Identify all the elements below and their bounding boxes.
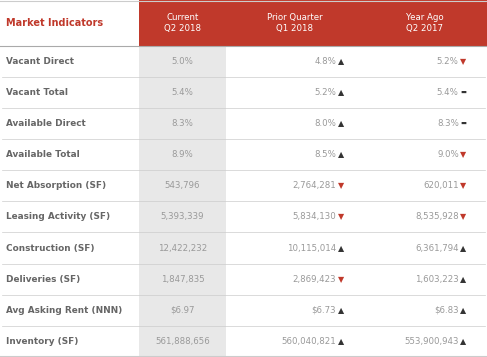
Text: 5.2%: 5.2% [437,57,459,66]
Text: ▼: ▼ [460,57,467,66]
Text: 2,764,281: 2,764,281 [292,181,336,190]
Bar [139,77,226,108]
Text: Deliveries (SF): Deliveries (SF) [6,275,80,284]
Text: 553,900,943: 553,900,943 [404,337,459,346]
Text: 5.4%: 5.4% [437,88,459,97]
Bar [139,170,226,201]
Text: ▼: ▼ [460,181,467,190]
Text: Market Indicators: Market Indicators [6,18,103,28]
Text: $6.83: $6.83 [434,306,459,315]
Bar [139,0,487,46]
Text: 5,834,130: 5,834,130 [292,212,336,221]
Text: ▬: ▬ [460,121,466,126]
Text: 1,847,835: 1,847,835 [161,275,205,284]
Bar [139,263,226,295]
Text: Current
Q2 2018: Current Q2 2018 [164,12,201,33]
Text: ▲: ▲ [337,337,344,346]
Text: ▲: ▲ [460,337,467,346]
Text: ▼: ▼ [460,212,467,221]
Text: $6.97: $6.97 [170,306,195,315]
Text: Avg Asking Rent (NNN): Avg Asking Rent (NNN) [6,306,122,315]
Text: 5.0%: 5.0% [172,57,193,66]
Bar [139,139,226,170]
Text: Available Direct: Available Direct [6,119,86,128]
Text: 5.2%: 5.2% [314,88,336,97]
Text: Construction (SF): Construction (SF) [6,243,94,252]
Text: Available Total: Available Total [6,150,79,159]
Text: 8.9%: 8.9% [172,150,193,159]
Text: Inventory (SF): Inventory (SF) [6,337,78,346]
Text: 12,422,232: 12,422,232 [158,243,207,252]
Text: 9.0%: 9.0% [437,150,459,159]
Text: ▲: ▲ [337,150,344,159]
Text: Leasing Activity (SF): Leasing Activity (SF) [6,212,110,221]
Bar [139,232,226,263]
Text: ▲: ▲ [460,306,467,315]
Text: Prior Quarter
Q1 2018: Prior Quarter Q1 2018 [267,12,322,33]
Text: 6,361,794: 6,361,794 [415,243,459,252]
Text: 543,796: 543,796 [165,181,200,190]
Text: ▲: ▲ [337,88,344,97]
Text: 561,888,656: 561,888,656 [155,337,210,346]
Text: ▬: ▬ [460,90,466,95]
Text: 8,535,928: 8,535,928 [415,212,459,221]
Text: $6.73: $6.73 [311,306,336,315]
Bar [139,46,226,77]
Text: 10,115,014: 10,115,014 [287,243,336,252]
Text: 2,869,423: 2,869,423 [292,275,336,284]
Text: 620,011: 620,011 [423,181,459,190]
Text: ▲: ▲ [337,57,344,66]
Text: Vacant Total: Vacant Total [6,88,68,97]
Text: ▲: ▲ [337,119,344,128]
Text: ▲: ▲ [460,275,467,284]
Text: ▲: ▲ [460,243,467,252]
Text: 8.5%: 8.5% [314,150,336,159]
Bar [0,0,139,46]
Bar [139,326,226,357]
Text: ▼: ▼ [337,181,344,190]
Text: Vacant Direct: Vacant Direct [6,57,74,66]
Text: 5.4%: 5.4% [172,88,193,97]
Text: Year Ago
Q2 2017: Year Ago Q2 2017 [406,12,444,33]
Text: 4.8%: 4.8% [314,57,336,66]
Text: ▼: ▼ [460,150,467,159]
Text: ▼: ▼ [337,275,344,284]
Text: 8.0%: 8.0% [314,119,336,128]
Text: ▲: ▲ [337,243,344,252]
Bar [139,201,226,232]
Bar [139,108,226,139]
Text: Net Absorption (SF): Net Absorption (SF) [6,181,106,190]
Bar [139,295,226,326]
Text: 1,603,223: 1,603,223 [415,275,459,284]
Text: 5,393,339: 5,393,339 [161,212,205,221]
Text: ▼: ▼ [337,212,344,221]
Text: 8.3%: 8.3% [437,119,459,128]
Text: ▲: ▲ [337,306,344,315]
Text: 560,040,821: 560,040,821 [281,337,336,346]
Text: 8.3%: 8.3% [172,119,193,128]
